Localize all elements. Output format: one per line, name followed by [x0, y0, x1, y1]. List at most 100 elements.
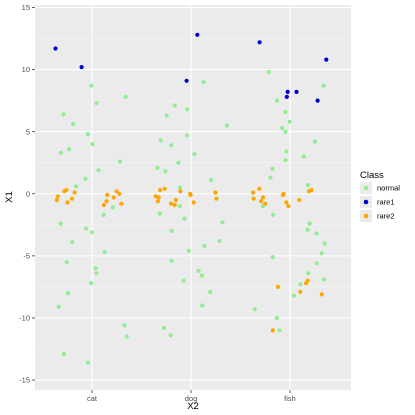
- data-point-normal: [56, 304, 61, 309]
- data-point-normal: [312, 139, 318, 144]
- data-point-rare2: [114, 189, 119, 194]
- data-point-normal: [321, 83, 326, 88]
- data-point-normal: [283, 129, 288, 134]
- legend-label-rare1: rare1: [377, 198, 395, 207]
- data-point-rare2: [275, 284, 281, 289]
- y-tick-label: 10: [22, 65, 30, 74]
- data-point-normal: [64, 260, 69, 265]
- data-point-normal: [208, 289, 213, 294]
- data-point-rare2: [281, 191, 286, 196]
- data-point-rare2: [155, 199, 160, 204]
- y-tick-label: 15: [22, 3, 30, 12]
- data-point-normal: [202, 243, 207, 248]
- data-point-rare2: [251, 196, 256, 201]
- data-point-normal: [280, 125, 285, 131]
- y-axis-title: X1: [4, 191, 15, 203]
- data-point-rare2: [188, 191, 193, 196]
- data-point-normal: [185, 107, 190, 112]
- data-point-normal: [287, 119, 292, 124]
- data-point-normal: [85, 360, 90, 365]
- data-point-normal: [209, 178, 214, 183]
- data-point-rare2: [298, 289, 303, 294]
- data-point-rare2: [54, 197, 59, 203]
- data-point-rare1: [195, 32, 200, 37]
- data-point-normal: [164, 113, 169, 118]
- data-point-normal: [274, 98, 280, 103]
- data-point-rare2: [119, 201, 124, 206]
- legend-title: Class: [360, 170, 384, 181]
- data-point-normal: [96, 168, 101, 173]
- data-point-normal: [306, 271, 311, 276]
- data-point-rare2: [191, 200, 196, 205]
- data-point-rare2: [172, 202, 177, 208]
- data-points: [53, 32, 329, 365]
- data-point-normal: [266, 70, 271, 75]
- data-point-normal: [90, 142, 95, 147]
- data-point-rare2: [55, 194, 60, 199]
- x-tick-label: cat: [87, 394, 98, 403]
- data-point-normal: [196, 268, 201, 273]
- data-point-normal: [169, 143, 174, 148]
- data-point-rare2: [101, 202, 106, 208]
- data-point-normal: [305, 227, 310, 232]
- data-point-normal: [70, 240, 75, 245]
- data-point-normal: [94, 271, 99, 276]
- data-point-normal: [176, 160, 181, 165]
- data-point-normal: [220, 220, 225, 225]
- data-point-rare2: [65, 200, 70, 205]
- y-tick-label: -10: [19, 314, 30, 323]
- data-point-normal: [155, 165, 160, 170]
- data-point-normal: [314, 261, 319, 266]
- data-point-normal: [85, 132, 90, 137]
- data-point-normal: [89, 230, 94, 235]
- legend-key-rare1: [363, 199, 369, 205]
- data-point-normal: [291, 293, 297, 298]
- data-point-rare1: [285, 89, 290, 94]
- x-tick-label: fish: [284, 394, 296, 403]
- data-point-normal: [89, 281, 94, 286]
- data-point-normal: [321, 277, 326, 282]
- data-point-normal: [217, 238, 222, 244]
- data-point-rare1: [324, 57, 329, 62]
- data-point-normal: [58, 150, 63, 155]
- data-point-rare2: [284, 200, 289, 205]
- data-point-normal: [169, 228, 174, 234]
- x-axis-ticks: cat dog fish: [87, 390, 296, 403]
- data-point-rare1: [53, 46, 58, 51]
- data-point-rare2: [173, 197, 178, 203]
- data-point-rare2: [72, 190, 77, 195]
- data-point-normal: [192, 151, 197, 157]
- data-point-normal: [83, 176, 88, 181]
- data-point-normal: [169, 258, 174, 263]
- data-point-normal: [298, 282, 303, 287]
- data-point-normal: [307, 221, 312, 226]
- panel-background: [35, 5, 351, 390]
- data-point-normal: [61, 112, 66, 117]
- data-point-normal: [184, 133, 190, 138]
- data-point-normal: [168, 333, 173, 338]
- data-point-normal: [274, 315, 279, 321]
- data-point-rare1: [284, 94, 289, 99]
- data-point-normal: [177, 204, 182, 209]
- data-point-rare2: [286, 204, 291, 209]
- data-point-normal: [61, 351, 66, 357]
- data-point-rare2: [69, 196, 75, 201]
- data-point-rare1: [315, 98, 320, 103]
- data-point-rare2: [270, 328, 275, 333]
- data-point-rare2: [168, 201, 174, 206]
- data-point-normal: [270, 212, 276, 217]
- y-tick-label: 5: [26, 127, 30, 136]
- data-point-normal: [123, 94, 128, 99]
- data-point-rare2: [105, 192, 110, 198]
- data-point-rare2: [213, 190, 218, 195]
- y-tick-label: -5: [23, 251, 30, 260]
- data-point-normal: [110, 205, 115, 210]
- data-point-normal: [252, 307, 257, 312]
- data-point-rare1: [184, 78, 189, 83]
- data-point-rare2: [304, 281, 309, 286]
- data-point-rare2: [64, 187, 69, 193]
- data-point-normal: [163, 169, 168, 174]
- data-point-normal: [73, 184, 79, 189]
- data-point-normal: [162, 325, 167, 330]
- data-point-normal: [93, 266, 98, 271]
